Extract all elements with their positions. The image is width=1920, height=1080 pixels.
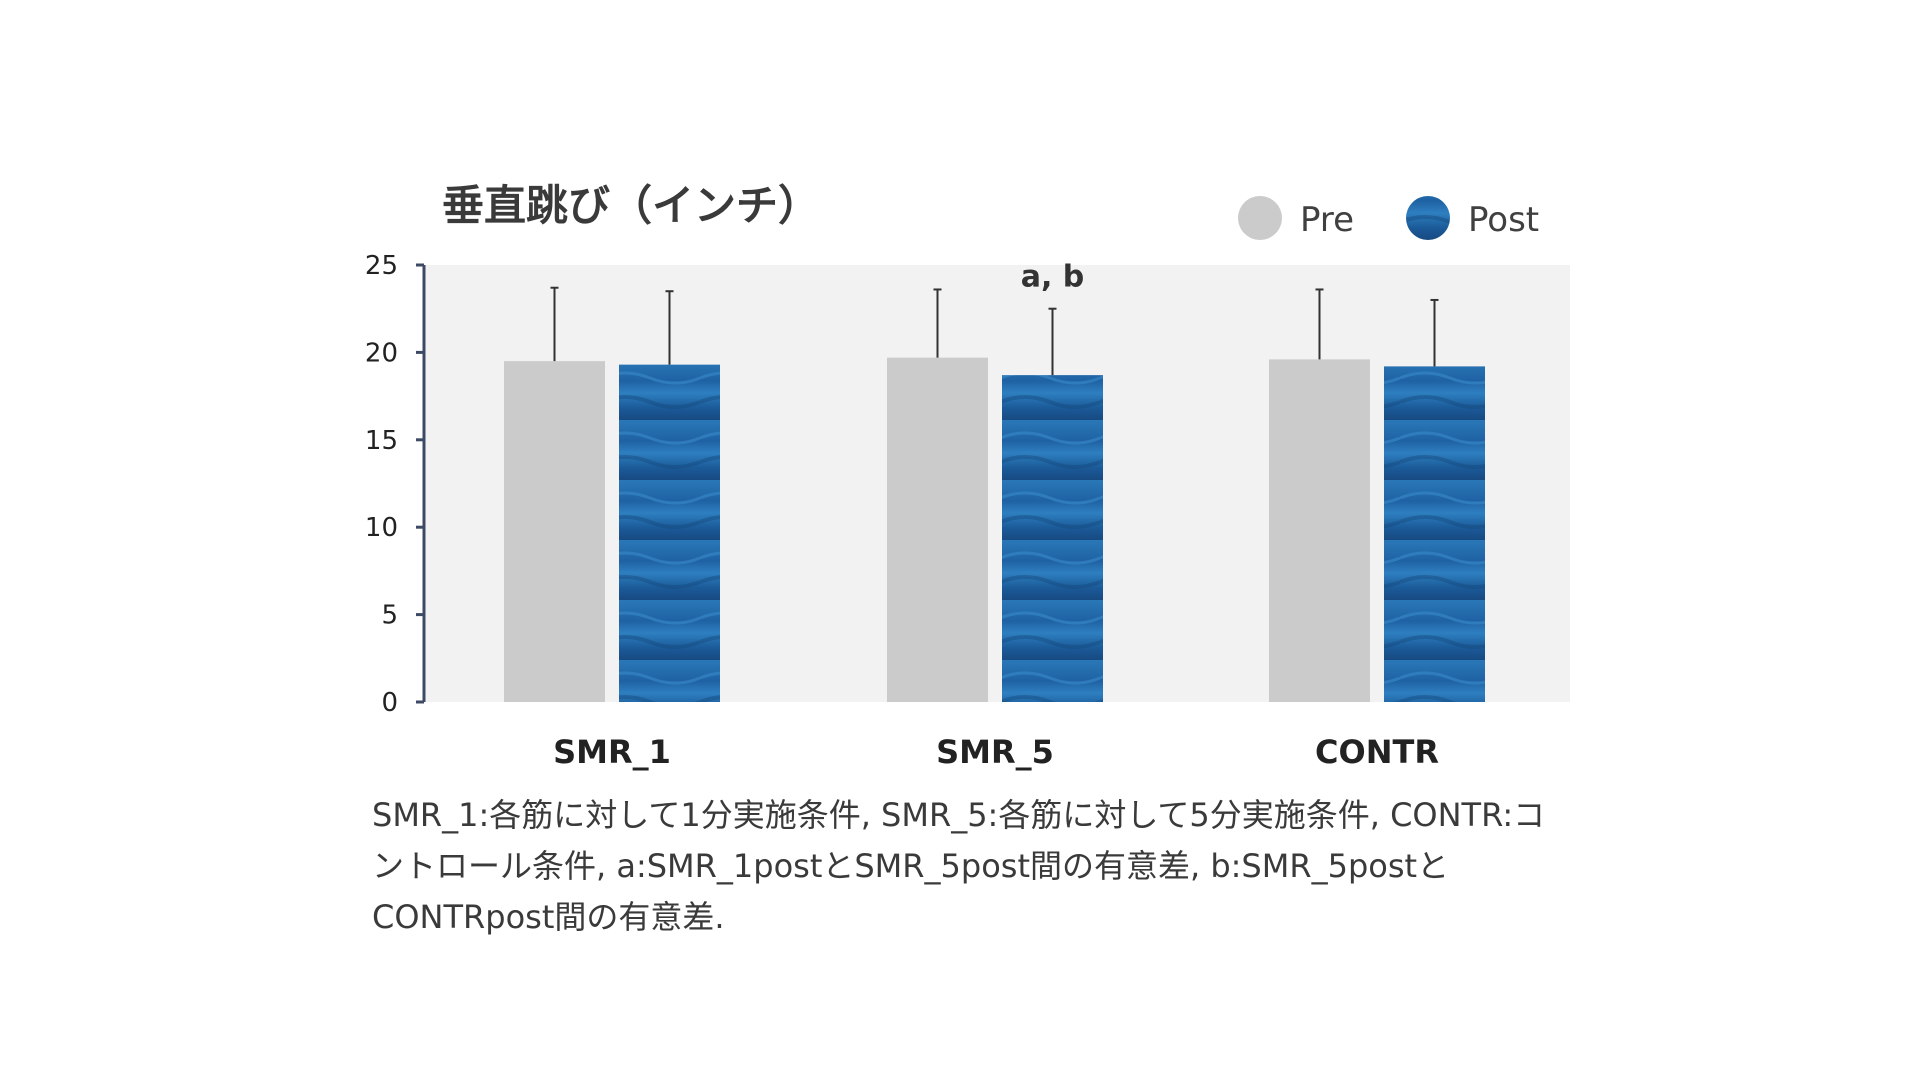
- legend-marker-post: [1406, 196, 1450, 240]
- legend-label-pre: Pre: [1300, 200, 1354, 240]
- annotations-group: a, b: [1021, 260, 1085, 295]
- x-category-label: SMR_5: [936, 733, 1054, 771]
- bar-post-contr: [1384, 366, 1485, 702]
- bar-pre-smr-5: [887, 357, 988, 702]
- y-tick-label: 0: [381, 688, 398, 718]
- bars-group: [504, 357, 1485, 702]
- x-category-label: SMR_1: [553, 733, 671, 771]
- bar-post-smr-5: [1002, 375, 1103, 702]
- y-tick-label: 15: [365, 426, 398, 456]
- bar-pre-smr-1: [504, 361, 605, 702]
- y-tick-label: 10: [365, 513, 398, 543]
- bar-post-smr-1: [619, 364, 720, 702]
- figure-caption: SMR_1:各筋に対して1分実施条件, SMR_5:各筋に対して5分実施条件, …: [372, 796, 1546, 936]
- x-axis-labels: SMR_1 SMR_5 CONTR: [553, 733, 1439, 771]
- significance-annotation: a, b: [1021, 260, 1085, 295]
- legend-marker-pre: [1238, 196, 1282, 240]
- chart-legend: Pre Post: [1238, 196, 1539, 240]
- plot-area-background: [424, 265, 1570, 702]
- y-axis: 0 5 10 15 20 25: [365, 251, 426, 718]
- y-tick-label: 20: [365, 338, 398, 368]
- x-category-label: CONTR: [1315, 733, 1439, 771]
- legend-label-post: Post: [1468, 200, 1539, 240]
- y-tick-label: 25: [365, 251, 398, 281]
- bar-pre-contr: [1269, 359, 1370, 702]
- error-bars-group: [550, 286, 1439, 376]
- y-tick-label: 5: [381, 601, 398, 631]
- chart-title: 垂直跳び（インチ）: [442, 181, 820, 230]
